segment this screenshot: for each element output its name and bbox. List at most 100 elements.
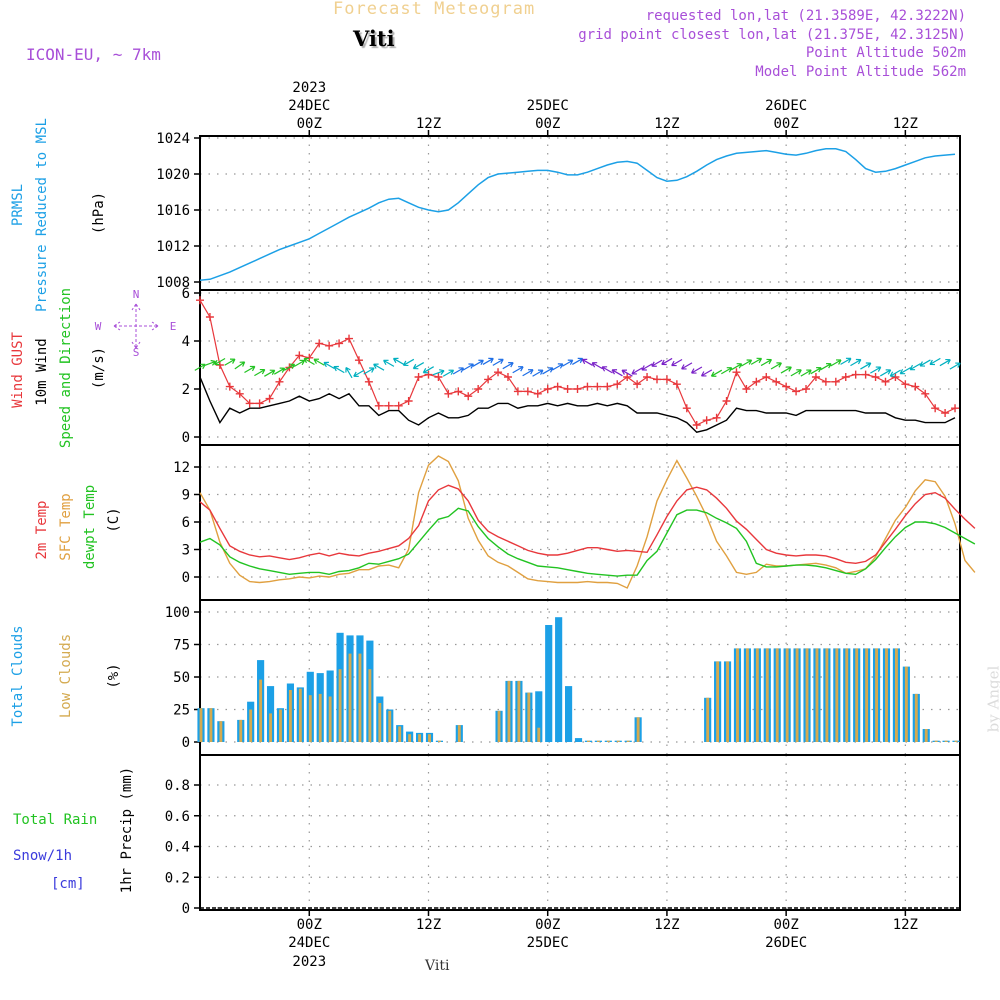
wind-direction-arrow: [840, 357, 852, 365]
wind-direction-arrow: [770, 362, 782, 370]
low-cloud-bar: [537, 727, 541, 742]
y-tick-label: 9: [182, 488, 190, 504]
low-cloud-bar: [388, 710, 392, 742]
wind-10m-label: 10m Wind: [34, 338, 50, 405]
requested-coords: requested lon,lat (21.3589E, 42.3222N): [645, 8, 966, 24]
wind-speed-direction-label: Speed and Direction: [58, 288, 74, 448]
low-cloud-bar: [308, 695, 312, 742]
gust-marker: [434, 373, 443, 381]
gust-marker: [911, 382, 920, 391]
wind-direction-arrow: [412, 362, 425, 370]
wind-direction-arrow: [581, 358, 593, 366]
gust-marker: [702, 416, 711, 425]
low-cloud-bar: [745, 648, 749, 742]
low-cloud-bar: [716, 661, 720, 742]
panel-pressure: 1008 1012 1016 1020 1024: [156, 131, 961, 291]
gust-marker: [196, 296, 204, 305]
gust-marker: [583, 382, 592, 391]
low-cloud-bar: [785, 648, 789, 742]
low-cloud-bar: [954, 740, 958, 742]
wind-direction-arrow: [402, 358, 415, 367]
low-cloud-bar: [934, 740, 938, 742]
wind-direction-arrow: [671, 358, 683, 367]
low-cloud-bar: [239, 719, 243, 742]
gust-marker: [255, 399, 264, 408]
total-cloud-bar: [545, 625, 553, 742]
gust-marker: [802, 385, 811, 393]
low-cloud-bar: [249, 709, 253, 742]
x-date-label: 24DEC: [288, 935, 330, 951]
point-altitude: Point Altitude 502m: [805, 45, 966, 61]
time-axis-bottom: 00Z 24DEC 2023 12Z 00Z 25DEC 12Z 00Z 26DEC 12Z: [288, 910, 918, 970]
low-cloud-bar: [398, 726, 402, 742]
temp-unit-label: (C): [106, 507, 122, 532]
wind-direction-arrow: [432, 369, 445, 376]
low-cloud-bar: [636, 717, 640, 742]
panel-frame: [199, 289, 961, 446]
low-cloud-bar: [885, 648, 888, 742]
gust-marker: [345, 334, 354, 343]
compass-e: E: [170, 320, 177, 333]
total-clouds-label: Total Clouds: [10, 625, 26, 726]
y-tick-label: 50: [173, 670, 190, 686]
y-tick-label: 1008: [156, 275, 190, 291]
low-cloud-bar: [587, 740, 590, 742]
gust-marker: [772, 377, 781, 386]
gust-marker: [652, 375, 661, 384]
wind-direction-arrow: [621, 369, 633, 377]
total-cloud-bar: [555, 617, 563, 742]
gust-marker: [484, 375, 493, 384]
low-cloud-bar: [845, 648, 849, 742]
gust-marker: [672, 380, 681, 389]
station-title: Viti: [353, 26, 395, 51]
footer-station: Viti: [425, 958, 450, 974]
y-tick-label: 0.4: [165, 840, 190, 856]
y-tick-label: 1016: [156, 203, 190, 219]
low-cloud-bar: [875, 648, 878, 742]
gust-marker: [841, 373, 850, 381]
wind-direction-arrow: [929, 357, 941, 366]
wind-direction-arrow: [512, 366, 524, 374]
wind-direction-arrow: [939, 358, 951, 367]
wind-gust-label: Wind GUST: [10, 332, 26, 408]
x-tick-label: 12Z: [416, 116, 441, 132]
gust-marker: [454, 387, 463, 396]
x-year-label: 2023: [292, 80, 326, 96]
gust-marker: [305, 353, 314, 362]
wind-direction-arrow: [611, 369, 623, 377]
gust-marker: [205, 313, 214, 321]
y-tick-label: 0: [182, 430, 190, 446]
gust-marker: [861, 370, 870, 379]
y-tick-label: 0.2: [165, 870, 190, 886]
gust-marker: [503, 373, 512, 381]
compass-arrows: [113, 303, 159, 349]
gust-marker: [623, 373, 632, 381]
low-cloud-bar: [497, 710, 501, 742]
wind-direction-arrow: [572, 357, 584, 365]
gust-marker: [513, 387, 522, 396]
wind-direction-arrow: [641, 363, 653, 371]
temp-2m-line: [199, 484, 976, 565]
gust-marker: [563, 385, 572, 393]
wind-direction-arrow: [234, 361, 246, 370]
low-cloud-bar: [418, 734, 421, 742]
low-cloud-bar: [288, 690, 292, 742]
x-tick-label: 00Z: [535, 917, 560, 933]
gust-marker: [871, 373, 880, 381]
y-tick-label: 0: [182, 901, 190, 917]
low-cloud-bar: [298, 688, 302, 742]
low-cloud-bar: [815, 648, 819, 742]
low-cloud-bar: [209, 708, 213, 742]
wind-direction-arrow: [542, 367, 554, 375]
y-tick-label: 100: [165, 605, 190, 621]
low-cloud-bar: [865, 648, 869, 742]
snow-unit-label: [cm]: [51, 876, 85, 892]
x-date-label: 24DEC: [288, 98, 330, 114]
wind-unit-label: (m/s): [91, 347, 107, 389]
wind-direction-arrow: [919, 359, 931, 367]
x-tick-label: 00Z: [297, 116, 322, 132]
gust-marker: [464, 392, 473, 401]
wind-direction-arrow: [651, 359, 663, 367]
gust-marker: [573, 385, 582, 393]
gust-marker: [265, 394, 274, 403]
